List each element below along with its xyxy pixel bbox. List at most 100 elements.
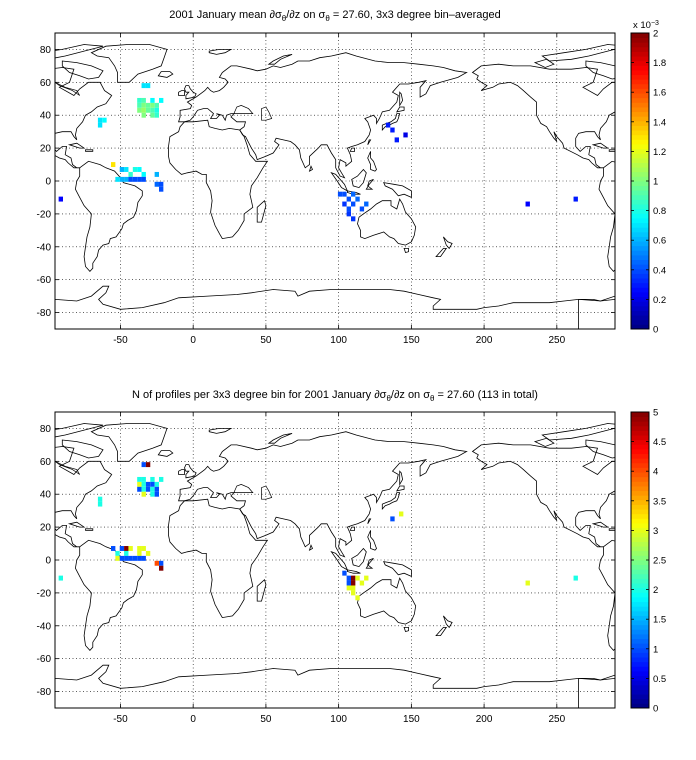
colorbar-segment xyxy=(631,597,649,603)
chart-title: N of profiles per 3x3 degree bin for 200… xyxy=(132,389,538,403)
colorbar-segment xyxy=(631,652,649,658)
data-cell xyxy=(137,486,142,492)
chart-title-part: θ xyxy=(386,394,391,403)
colorbar-segment xyxy=(631,509,649,515)
data-cell xyxy=(154,181,159,187)
data-cell xyxy=(124,550,129,556)
data-cell xyxy=(145,107,151,113)
colorbar-segment xyxy=(631,430,649,436)
data-cell xyxy=(141,555,146,561)
colorbar-tick-label: 0 xyxy=(653,704,658,715)
coastline xyxy=(74,160,143,272)
coastline xyxy=(351,168,367,189)
colorbar-segment xyxy=(631,462,649,468)
coastline xyxy=(256,578,267,602)
data-cell xyxy=(342,570,347,576)
data-cell xyxy=(137,555,142,561)
coastline xyxy=(443,236,453,250)
lake-outline xyxy=(233,105,254,114)
data-cell xyxy=(359,580,365,586)
coastline xyxy=(168,119,269,240)
data-cell xyxy=(119,167,125,172)
colorbar-segment xyxy=(631,680,649,686)
data-cell xyxy=(141,476,146,482)
data-cell xyxy=(145,83,151,89)
colorbar-segment xyxy=(631,255,649,261)
y-tick-label: -20 xyxy=(37,588,52,599)
colorbar-segment xyxy=(631,638,649,644)
map-area xyxy=(11,412,615,708)
colorbar-segment xyxy=(631,241,649,247)
colorbar-segment xyxy=(631,222,649,228)
colorbar-segment xyxy=(631,684,649,690)
data-cell xyxy=(159,565,164,571)
colorbar-segment xyxy=(631,83,649,89)
colorbar-segment xyxy=(631,268,649,274)
data-cell xyxy=(150,476,155,482)
colorbar-segment xyxy=(631,42,649,48)
colorbar-segment xyxy=(631,102,649,108)
coastline xyxy=(208,428,233,434)
colorbar-segment xyxy=(631,578,649,584)
y-tick-label: 60 xyxy=(40,457,52,468)
data-cell xyxy=(150,486,155,492)
y-tick-label: 60 xyxy=(40,78,52,89)
data-cell xyxy=(97,496,103,502)
data-cell xyxy=(58,575,63,581)
colorbar-multiplier: x 10−3 xyxy=(633,20,659,31)
colorbar-segment xyxy=(631,569,649,575)
colorbar-segment xyxy=(631,671,649,677)
colorbar: 0 0.2 0.4 0.6 0.8 1 1.2 1.4 1.6 1.8 2x 10−3 xyxy=(630,20,666,336)
data-cell xyxy=(342,201,347,207)
coastline xyxy=(591,521,609,528)
colorbar-segment xyxy=(631,46,649,52)
data-cell xyxy=(394,137,399,143)
colorbar-tick-label: 0.2 xyxy=(653,295,666,306)
coastline xyxy=(533,437,555,447)
colorbar-segment xyxy=(631,689,649,695)
colorbar-segment xyxy=(631,134,649,140)
colorbar-segment xyxy=(631,546,649,552)
coastline xyxy=(184,464,197,479)
coastline xyxy=(11,438,30,446)
coastline xyxy=(178,431,468,558)
colorbar-segment xyxy=(631,504,649,510)
colorbar-segment xyxy=(631,657,649,663)
coastline xyxy=(157,71,174,78)
data-cell xyxy=(154,102,159,108)
coastline xyxy=(365,558,374,569)
colorbar-segment xyxy=(631,33,649,39)
data-cell xyxy=(97,122,103,128)
data-cell xyxy=(141,462,146,468)
coastline xyxy=(308,544,314,551)
coastline xyxy=(585,439,615,459)
x-tick-label: -50 xyxy=(113,335,128,346)
x-tick-label: 250 xyxy=(548,335,565,346)
chart-panel-1: 2001 January mean ∂σθ/∂z on σθ = 27.60, … xyxy=(37,9,667,346)
data-cell xyxy=(390,516,395,522)
y-tick-label: 20 xyxy=(40,144,52,155)
colorbar-segment xyxy=(631,120,649,126)
lake-outline xyxy=(55,81,81,96)
data-cell xyxy=(145,462,151,468)
colorbar-segment xyxy=(631,698,649,704)
colorbar-segment xyxy=(631,601,649,607)
coastline xyxy=(349,526,355,531)
coastline xyxy=(399,470,404,486)
chart-title-part: /∂z on σ xyxy=(391,389,430,401)
y-tick-label: 80 xyxy=(40,45,52,56)
colorbar-segment xyxy=(631,647,649,653)
coastline xyxy=(395,485,405,492)
colorbar-segment xyxy=(631,560,649,566)
chart-title-part: N of profiles per 3x3 degree bin for 200… xyxy=(132,389,374,401)
data-cell xyxy=(364,201,369,207)
data-cell xyxy=(385,122,391,128)
data-cell xyxy=(403,132,408,138)
data-cell xyxy=(119,546,125,551)
data-cell xyxy=(141,176,146,182)
coastline xyxy=(308,165,314,172)
coastline xyxy=(381,113,401,132)
data-cell xyxy=(159,560,164,566)
coastline xyxy=(55,446,113,548)
colorbar-tick-label: 3.5 xyxy=(653,496,666,507)
